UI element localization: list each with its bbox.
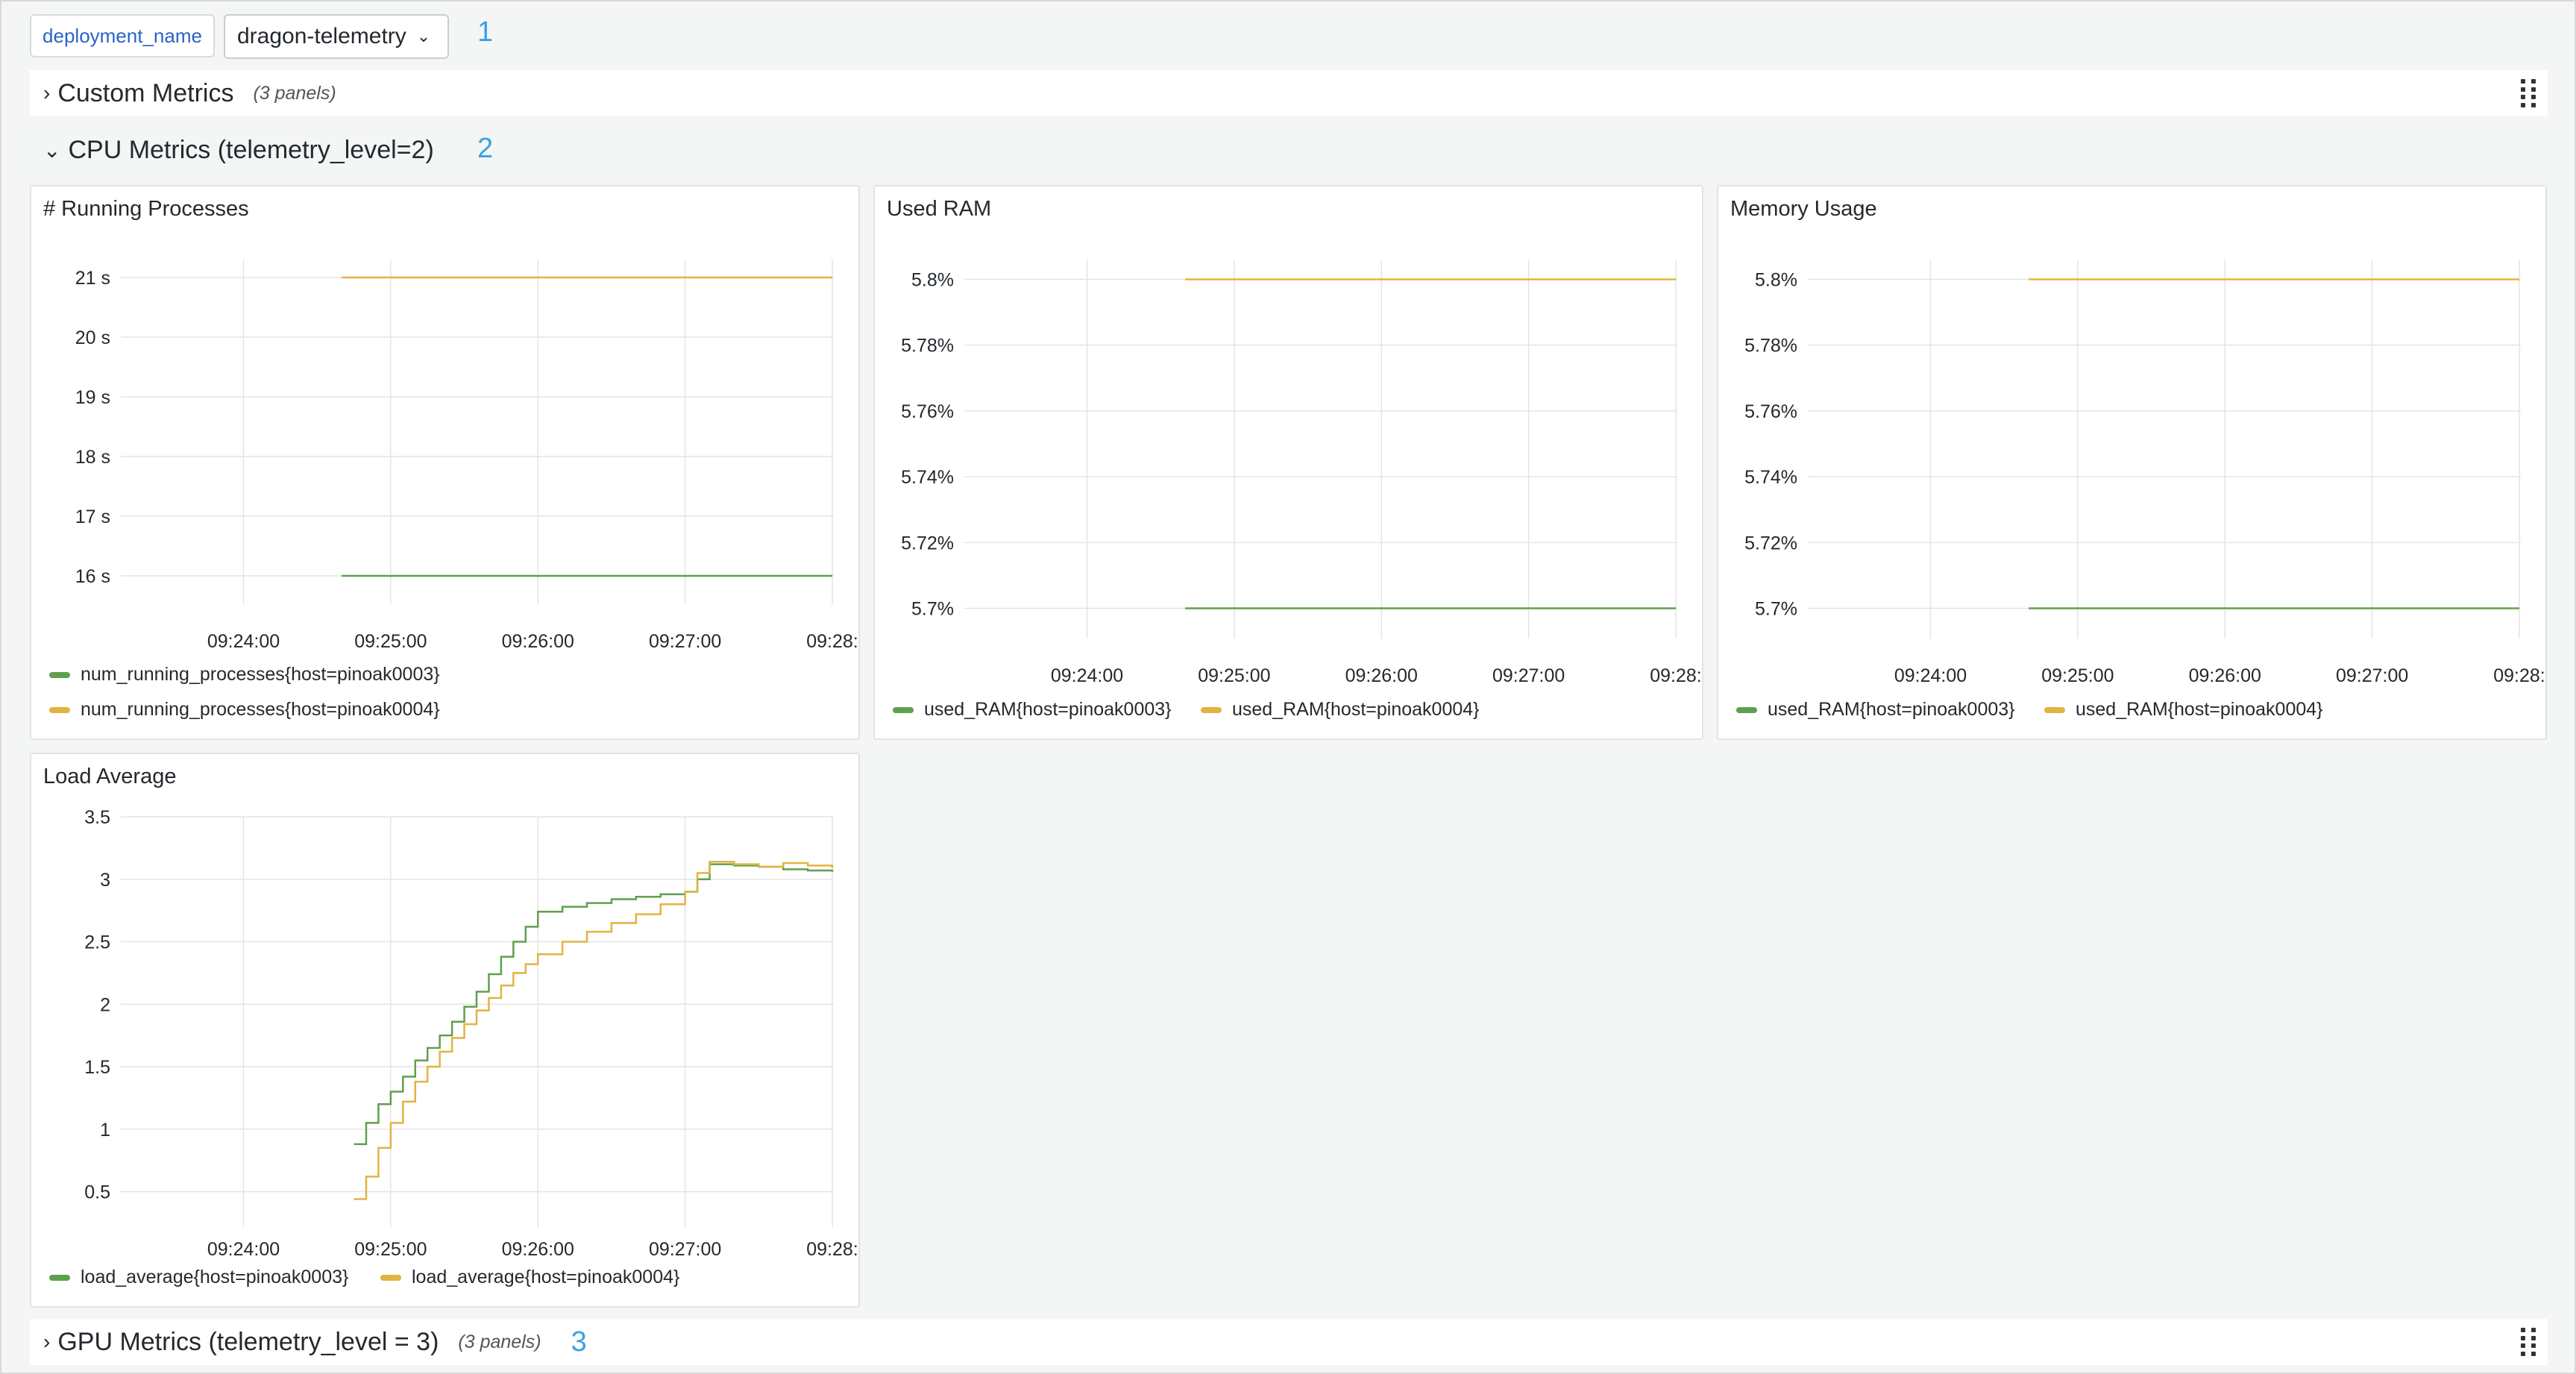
- y-tick-label: 20 s: [75, 327, 110, 348]
- x-tick-label: 09:25:00: [1198, 665, 1270, 686]
- x-tick-label: 09:26:00: [2189, 665, 2261, 686]
- row-cpu-metrics[interactable]: ⌄ CPU Metrics (telemetry_level=2): [30, 127, 2548, 173]
- y-tick-label: 18 s: [75, 447, 110, 468]
- x-tick-label: 09:26:00: [1345, 665, 1418, 686]
- deployment-select[interactable]: dragon-telemetry ⌄: [224, 14, 449, 59]
- drag-handle-icon[interactable]: [2521, 1328, 2537, 1356]
- legend-item[interactable]: used_RAM{host=pinoak0004}: [2044, 699, 2323, 721]
- y-tick-label: 5.74%: [1744, 467, 1797, 488]
- row-title: GPU Metrics (telemetry_level = 3): [57, 1327, 439, 1356]
- series-line: [354, 861, 834, 1200]
- chevron-down-icon: ⌄: [416, 27, 431, 46]
- x-tick-label: 09:28:: [806, 1239, 858, 1260]
- chart-load-average: 0.5 1 1.5 2 2.5 3 3.5 09:24:00 09:25:00 09:26:00 0…: [84, 807, 858, 1260]
- row-title: CPU Metrics (telemetry_level=2): [68, 135, 434, 164]
- y-tick-label: 2: [100, 994, 110, 1015]
- x-tick-label: 09:27:00: [1492, 665, 1565, 686]
- y-tick-label: 5.7%: [1755, 599, 1797, 620]
- annotation-marker-2: 2: [477, 133, 494, 164]
- x-tick-label: 09:27:00: [2336, 665, 2408, 686]
- row-panel-count: (3 panels): [253, 82, 336, 104]
- legend-item[interactable]: num_running_processes{host=pinoak0003}: [49, 664, 440, 686]
- x-tick-label: 09:27:00: [649, 631, 721, 652]
- y-tick-label: 5.76%: [1744, 401, 1797, 422]
- y-tick-label: 17 s: [75, 506, 110, 527]
- y-tick-label: 1: [100, 1120, 110, 1141]
- variable-label: deployment_name: [30, 14, 215, 57]
- annotation-marker-3: 3: [571, 1326, 587, 1358]
- deployment-select-value: dragon-telemetry: [237, 24, 406, 48]
- y-tick-label: 5.78%: [901, 336, 954, 357]
- drag-handle-icon[interactable]: [2521, 79, 2537, 107]
- chart-memory-usage: 5.7% 5.72% 5.74% 5.76% 5.78% 5.8% 09:24:00 09:2…: [1744, 260, 2545, 686]
- y-tick-label: 5.74%: [901, 467, 954, 488]
- x-tick-label: 09:26:00: [502, 631, 574, 652]
- series-line: [354, 863, 834, 1146]
- legend-item[interactable]: num_running_processes{host=pinoak0004}: [49, 699, 440, 721]
- legend-item[interactable]: used_RAM{host=pinoak0003}: [1736, 699, 2015, 721]
- x-tick-label: 09:26:00: [502, 1239, 574, 1260]
- legend-item[interactable]: used_RAM{host=pinoak0003}: [893, 699, 1172, 721]
- y-tick-label: 5.78%: [1744, 336, 1797, 357]
- y-tick-label: 1.5: [84, 1057, 110, 1078]
- x-tick-label: 09:24:00: [1894, 665, 1967, 686]
- chevron-right-icon: ›: [43, 81, 51, 104]
- x-tick-label: 09:24:00: [1051, 665, 1123, 686]
- legend-item[interactable]: used_RAM{host=pinoak0004}: [1201, 699, 1480, 721]
- x-tick-label: 09:25:00: [2041, 665, 2114, 686]
- chart-used-ram: 5.7% 5.72% 5.74% 5.76% 5.78% 5.8% 09:24:00 09:2…: [901, 260, 1702, 686]
- panel-title: Used RAM: [887, 197, 992, 221]
- y-tick-label: 3.5: [84, 807, 110, 828]
- panel-title: Load Average: [43, 765, 177, 788]
- x-tick-label: 09:24:00: [207, 1239, 280, 1260]
- x-tick-label: 09:28:: [806, 631, 858, 652]
- panel-title: Memory Usage: [1730, 197, 1877, 221]
- chevron-right-icon: ›: [43, 1330, 51, 1353]
- legend-item[interactable]: load_average{host=pinoak0003}: [49, 1267, 348, 1288]
- panel-load-average[interactable]: Load Average 0.5 1 1.5 2 2.5 3 3.5 09:24:00 09:2…: [30, 753, 860, 1308]
- panel-used-ram[interactable]: Used RAM 5.7% 5.72% 5.74% 5.76% 5.78% 5.8% 09:…: [873, 185, 1703, 740]
- y-tick-label: 5.72%: [1744, 533, 1797, 553]
- y-tick-label: 0.5: [84, 1182, 110, 1203]
- x-tick-label: 09:24:00: [207, 631, 280, 652]
- y-tick-label: 5.76%: [901, 401, 954, 422]
- panel-memory-usage[interactable]: Memory Usage 5.7% 5.72% 5.74% 5.76% 5.78% 5.8…: [1717, 185, 2547, 740]
- y-tick-label: 2.5: [84, 932, 110, 953]
- row-custom-metrics[interactable]: › Custom Metrics (3 panels): [30, 70, 2548, 116]
- x-tick-label: 09:25:00: [354, 631, 427, 652]
- annotation-marker-1: 1: [477, 16, 494, 48]
- panel-running-processes[interactable]: # Running Processes 16 s 17 s 18 s 19 s 20 s…: [30, 185, 860, 740]
- panel-title: # Running Processes: [43, 197, 249, 221]
- chart-running-processes: 16 s 17 s 18 s 19 s 20 s 21 s 09:24:00 09:25:00…: [75, 260, 858, 652]
- y-tick-label: 21 s: [75, 268, 110, 289]
- y-tick-label: 19 s: [75, 387, 110, 408]
- x-tick-label: 09:25:00: [354, 1239, 427, 1260]
- y-tick-label: 5.7%: [911, 599, 954, 620]
- x-tick-label: 09:27:00: [649, 1239, 721, 1260]
- chevron-down-icon: ⌄: [43, 138, 61, 162]
- y-tick-label: 3: [100, 870, 110, 891]
- y-tick-label: 16 s: [75, 566, 110, 587]
- row-title: Custom Metrics: [57, 78, 234, 107]
- y-tick-label: 5.8%: [911, 269, 954, 290]
- legend-item[interactable]: load_average{host=pinoak0004}: [380, 1267, 679, 1288]
- y-tick-label: 5.72%: [901, 533, 954, 553]
- y-tick-label: 5.8%: [1755, 269, 1797, 290]
- x-tick-label: 09:28:: [2493, 665, 2545, 686]
- x-tick-label: 09:28:: [1650, 665, 1702, 686]
- row-panel-count: (3 panels): [458, 1331, 541, 1352]
- row-gpu-metrics[interactable]: › GPU Metrics (telemetry_level = 3) (3 p…: [30, 1319, 2548, 1365]
